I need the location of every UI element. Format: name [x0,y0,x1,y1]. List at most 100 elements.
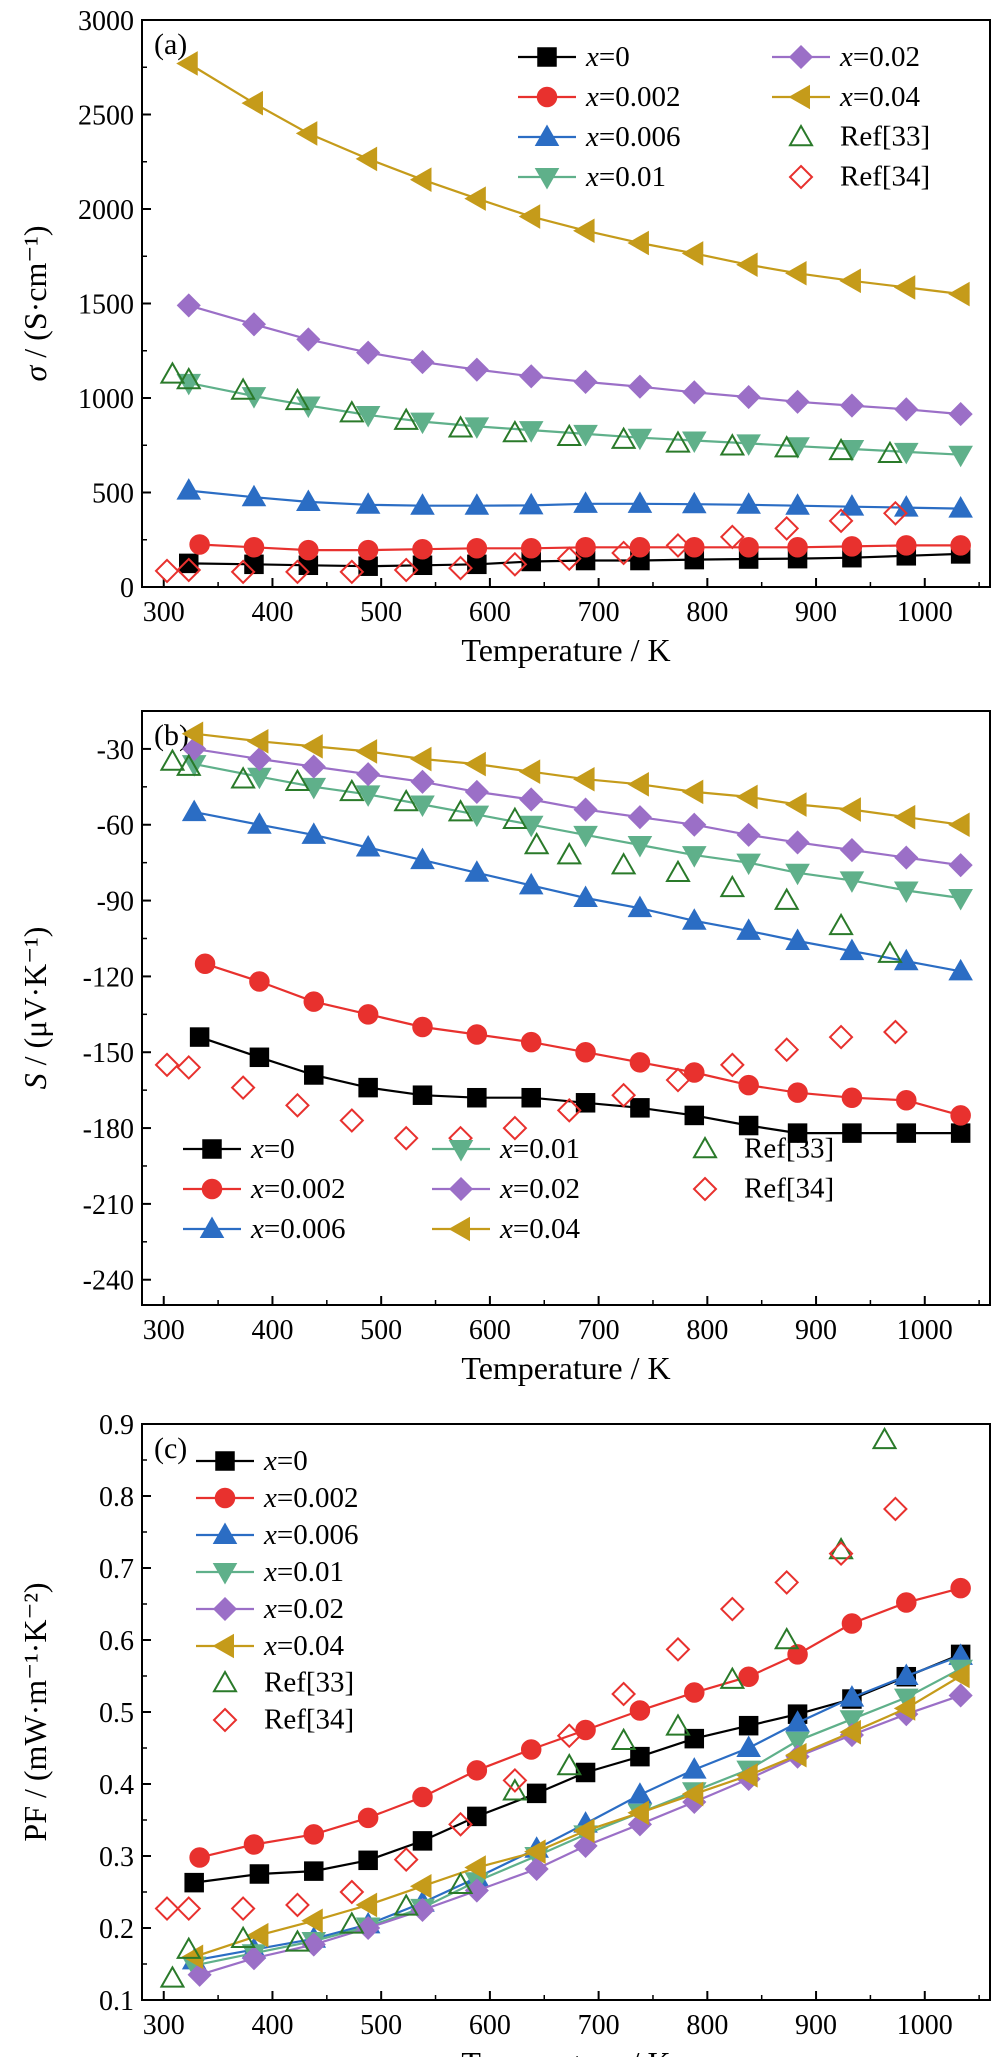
legend-marker [788,164,814,190]
data-point [159,1965,186,1988]
data-point [466,1024,488,1045]
data-point [284,1929,311,1952]
data-point [518,421,544,443]
data-point [467,1806,487,1827]
data-point [719,1052,745,1078]
x-tick-label: 700 [578,1315,620,1346]
data-point [230,766,256,789]
data-point [357,539,379,561]
data-point [464,417,490,439]
legend-label: x=0.002 [263,1482,358,1514]
data-point [573,1818,595,1844]
x-tick-label: 900 [795,2010,837,2041]
data-point [412,1016,433,1038]
data-point [736,434,761,456]
data-point [303,991,325,1012]
legend-label: Ref[34] [264,1704,354,1736]
data-point [684,537,705,558]
chart-panel-a: 300 400 500 600 700 800 900 1000 0 500 1000 1500 200… [17,6,991,668]
data-point [304,1861,324,1881]
data-point [948,853,973,878]
data-point [230,559,256,585]
data-point [339,1911,365,1934]
y-tick-label: -90 [97,887,134,918]
data-point [950,1577,971,1599]
data-point [243,537,265,558]
data-point [184,1872,204,1893]
panel-label: (a) [154,28,187,61]
legend-marker [534,168,560,190]
data-point [893,495,919,517]
data-point [296,327,321,352]
legend-marker [448,1216,470,1242]
data-point [410,769,435,794]
series-3 [176,373,973,468]
legend-label: x=0.006 [585,121,680,153]
data-point [950,1105,971,1126]
y-tick-label: 2000 [78,195,134,226]
data-point [159,361,186,384]
data-point [842,1123,862,1143]
legend-label: Ref[34] [744,1173,834,1205]
data-point [894,397,919,422]
data-point [627,230,649,256]
series-7 [154,500,908,585]
data-point [893,1663,919,1685]
data-point [178,553,199,574]
x-tick-label: 900 [795,597,837,628]
data-point [681,846,707,868]
data-point [841,536,863,557]
data-point [883,1496,908,1522]
x-tick-label: 800 [686,597,728,628]
x-axis-title: Temperature / K [461,2045,670,2057]
series-0 [189,1027,971,1143]
plot-frame [141,710,991,1306]
data-point [773,887,800,910]
series-6 [159,1426,898,1988]
data-point [610,1727,637,1751]
data-point [355,739,378,764]
series-1 [189,534,971,561]
data-point [519,787,544,812]
y-tick-label: 0.2 [99,1914,134,1945]
legend-label: x=0.002 [585,81,680,113]
legend-label: x=0.01 [263,1556,344,1588]
data-point [948,958,973,981]
data-point [410,350,435,375]
data-point [296,489,321,511]
data-point [241,1946,267,1971]
data-point [627,428,653,451]
series-2 [176,478,973,518]
data-point [467,1087,487,1108]
data-point [896,535,917,556]
data-point [627,805,652,830]
data-point [785,260,807,286]
data-point [518,204,541,229]
data-point [893,442,919,465]
x-tick-label: 800 [686,2010,728,2041]
x-tick-label: 700 [578,2010,620,2041]
data-point [230,377,256,400]
data-point [301,734,323,759]
data-point [950,1123,971,1143]
data-point [295,121,318,146]
data-point [736,1735,761,1757]
data-point [828,1024,854,1050]
data-point [681,241,704,266]
data-point [719,1596,745,1622]
data-point [249,1047,270,1068]
data-point [627,895,653,918]
legend-label: x=0.04 [263,1630,344,1662]
y-tick-label: -60 [97,811,134,842]
data-point [176,478,202,500]
data-point [355,492,381,514]
legend-marker [212,1522,238,1544]
legend-marker [788,44,814,70]
data-point [447,1871,474,1895]
x-tick-label: 1000 [897,1315,953,1346]
data-point [355,146,378,172]
legend-label: x=0.02 [263,1593,344,1625]
data-point [738,1115,759,1136]
data-point [502,419,528,443]
data-point [828,437,854,461]
